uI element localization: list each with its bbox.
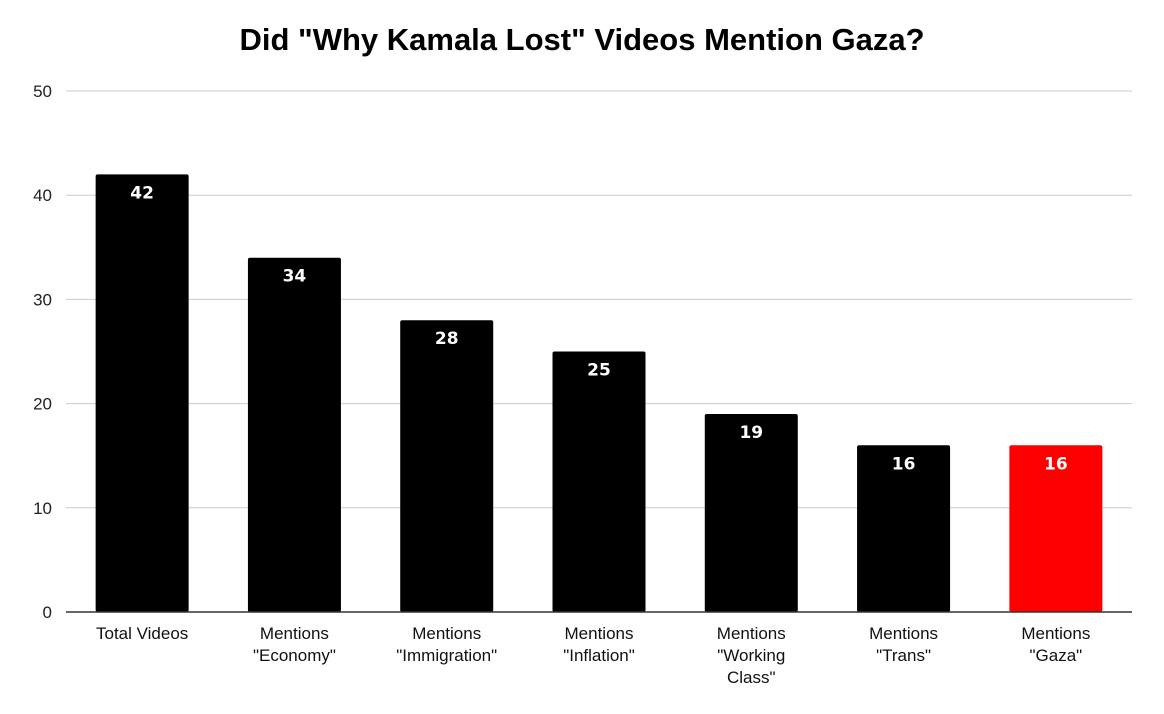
chart-title: Did "Why Kamala Lost" Videos Mention Gaz… <box>239 22 925 57</box>
x-tick-label: Mentions <box>869 624 938 643</box>
x-tick-label: "Economy" <box>253 646 336 665</box>
data-label: 19 <box>739 423 763 443</box>
x-tick-label: "Trans" <box>876 646 931 665</box>
data-label: 28 <box>435 329 459 349</box>
y-tick-label: 0 <box>43 603 52 622</box>
x-tick-label: "Working <box>717 646 785 665</box>
y-tick-label: 10 <box>33 499 52 518</box>
x-tick-label: "Immigration" <box>396 646 497 665</box>
bar <box>400 320 494 612</box>
x-tick-label: Mentions <box>1021 624 1090 643</box>
x-tick-label: "Gaza" <box>1030 646 1083 665</box>
y-tick-label: 20 <box>33 395 52 414</box>
x-tick-label: "Inflation" <box>563 646 635 665</box>
x-tick-label: Total Videos <box>96 624 188 643</box>
bar <box>704 414 798 612</box>
y-tick-label: 50 <box>33 82 52 101</box>
x-tick-label: Mentions <box>565 624 634 643</box>
x-tick-label: Mentions <box>260 624 329 643</box>
bar <box>552 351 646 612</box>
bar <box>95 174 189 613</box>
bar <box>857 445 951 612</box>
x-tick-label: Mentions <box>412 624 481 643</box>
bar <box>247 257 341 612</box>
y-tick-label: 30 <box>33 290 52 309</box>
data-label: 42 <box>130 183 154 203</box>
x-tick-label: Class" <box>727 668 776 687</box>
data-label: 16 <box>892 454 916 474</box>
y-tick-label: 40 <box>33 186 52 205</box>
data-label: 34 <box>283 267 307 287</box>
data-label: 25 <box>587 361 611 381</box>
data-label: 16 <box>1044 454 1068 474</box>
x-tick-label: Mentions <box>717 624 786 643</box>
bar <box>1009 445 1103 612</box>
